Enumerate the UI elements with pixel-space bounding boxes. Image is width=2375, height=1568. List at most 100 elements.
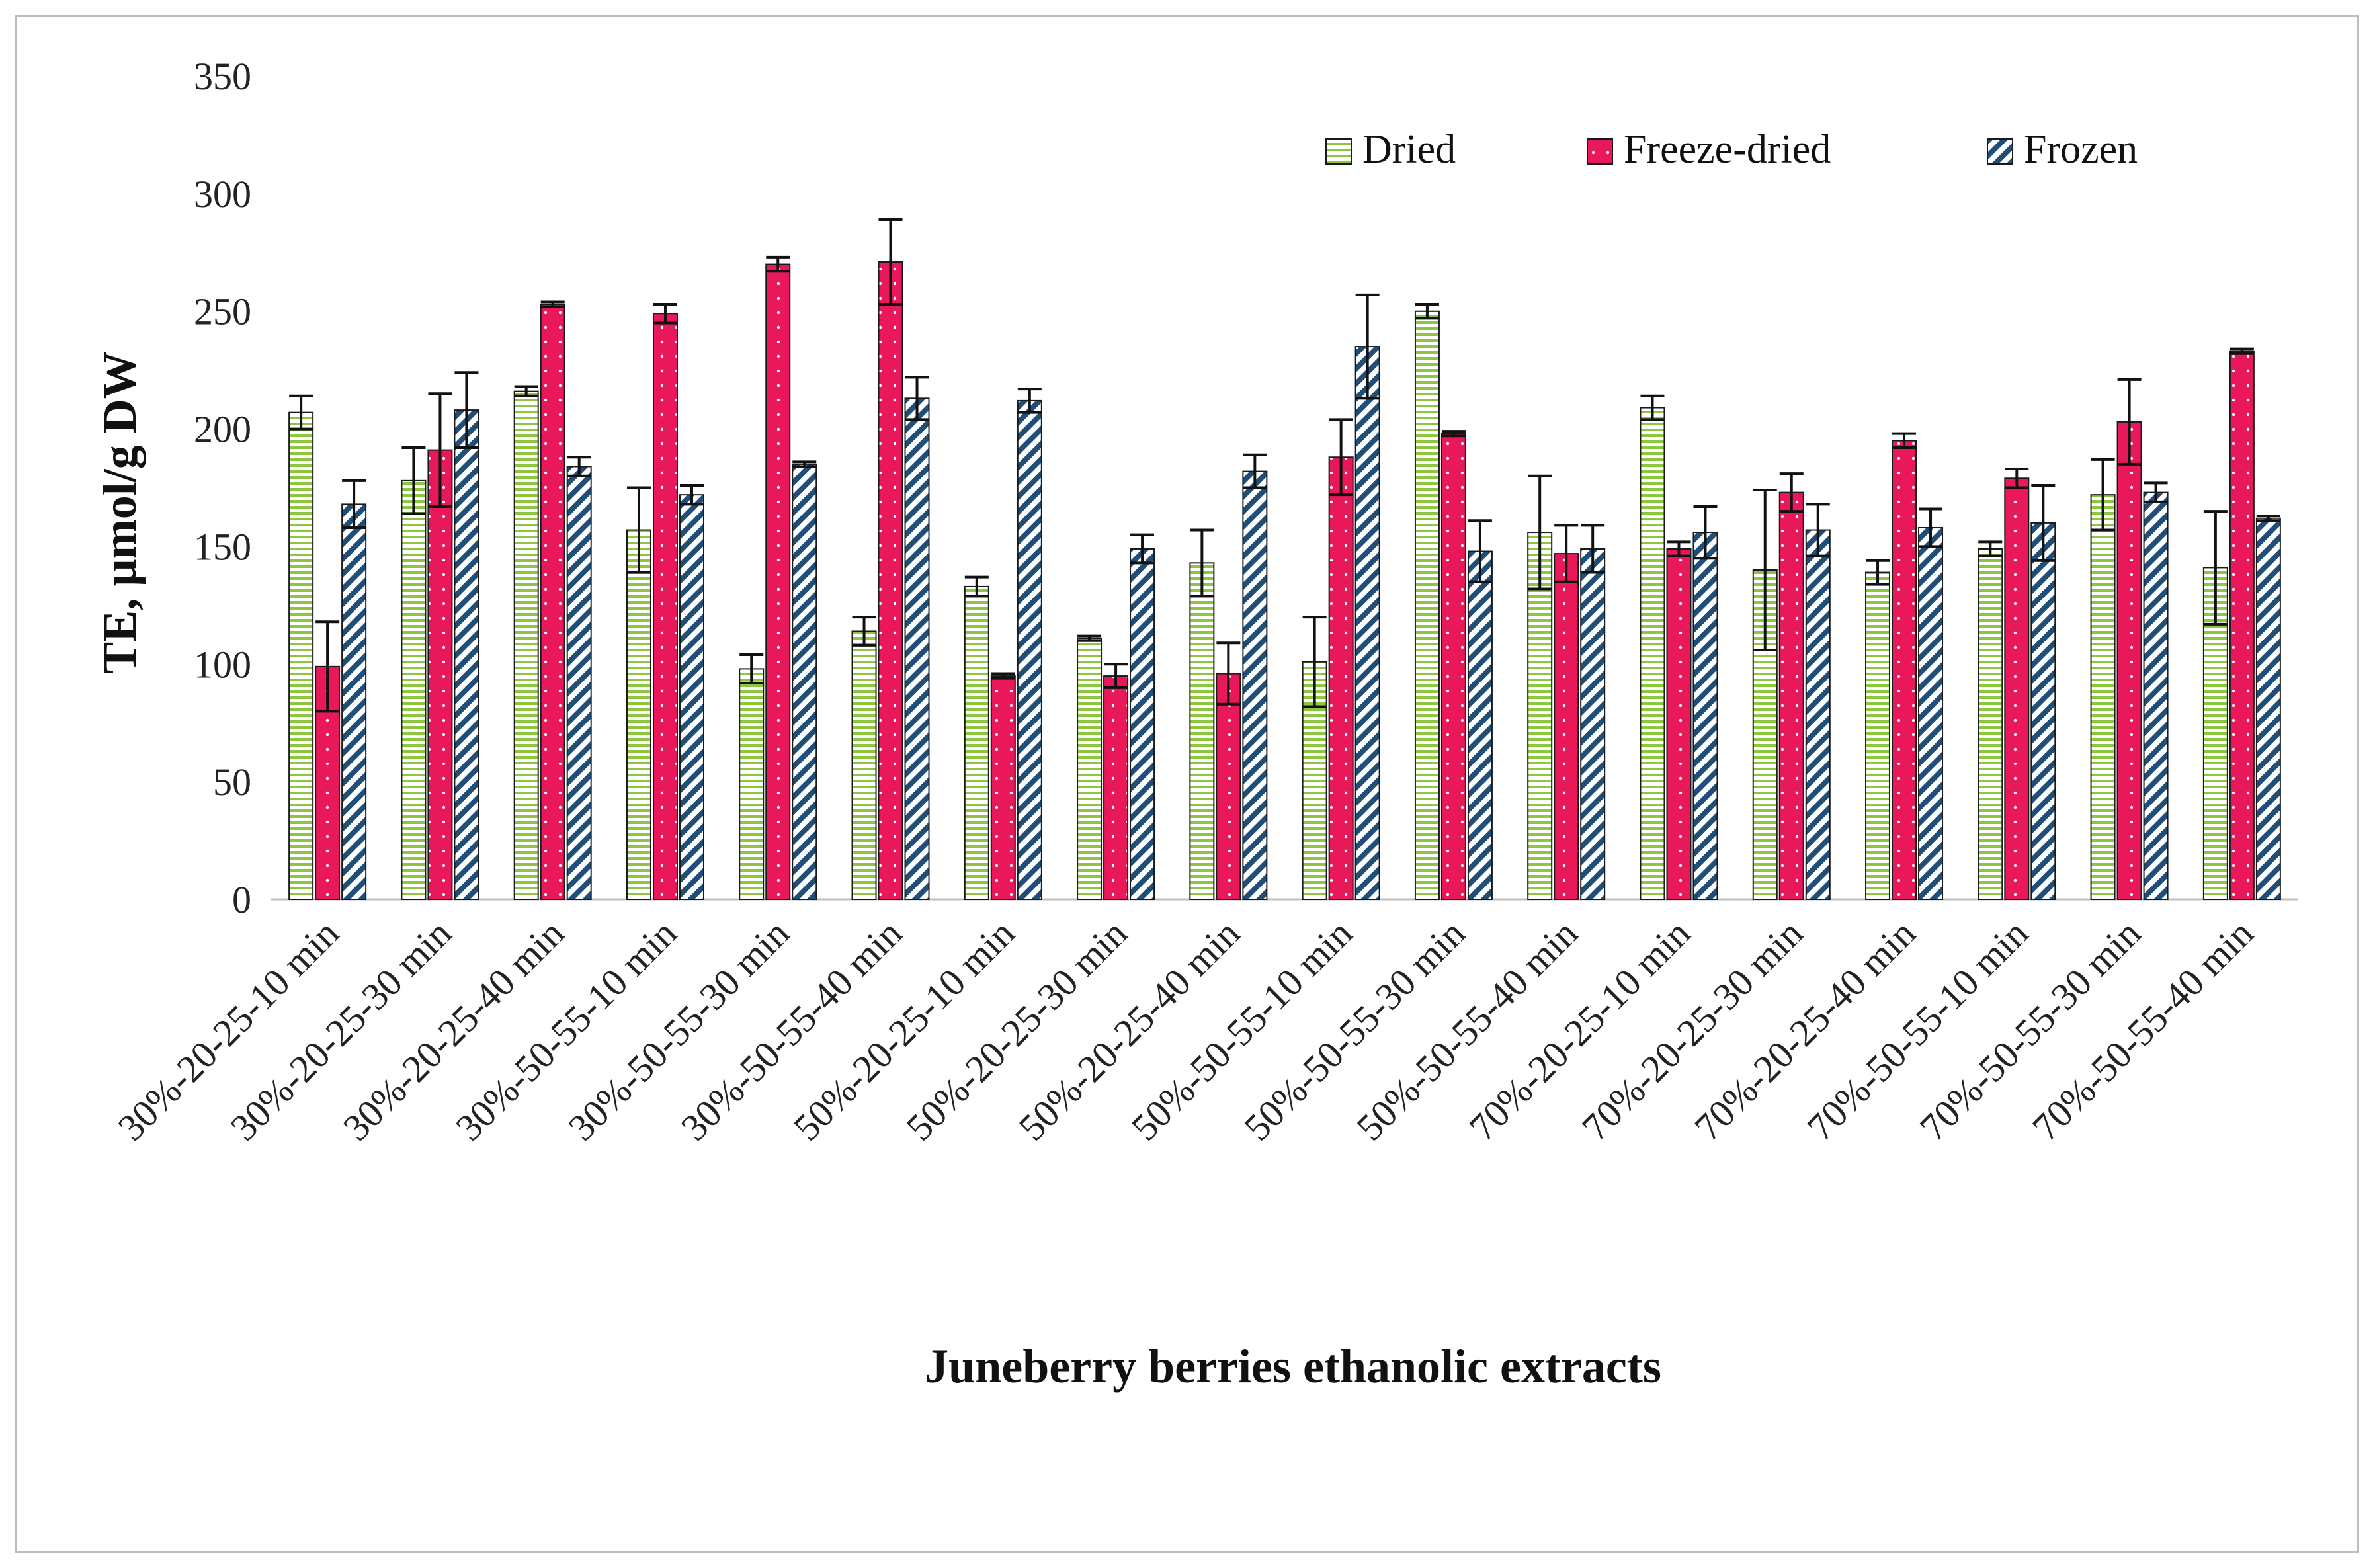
- error-bar: [1866, 559, 1890, 586]
- bar-freeze-dried: [2116, 421, 2142, 900]
- error-bar: [1753, 489, 1777, 651]
- bar-frozen: [2143, 491, 2169, 900]
- error-bar: [739, 653, 764, 684]
- error-bar: [1329, 418, 1353, 497]
- bar-frozen: [1467, 550, 1493, 900]
- figure-frame: [15, 15, 2359, 1553]
- bar-frozen: [566, 466, 592, 900]
- y-tick-label: 50: [213, 761, 251, 804]
- error-bar: [1302, 616, 1327, 708]
- bar-frozen: [1918, 526, 1944, 900]
- bar-freeze-dried: [878, 261, 903, 900]
- error-bar: [964, 575, 989, 598]
- error-bar: [878, 218, 903, 306]
- error-bar: [766, 255, 790, 273]
- error-bar: [2091, 458, 2115, 532]
- error-bar: [1243, 453, 1267, 489]
- legend-item-freeze-dried: Freeze-dried: [1587, 127, 1831, 172]
- bar-dried: [1865, 571, 1891, 900]
- error-bar: [1441, 430, 1466, 438]
- error-bar: [1892, 432, 1917, 450]
- error-bar: [401, 446, 426, 515]
- error-bar: [991, 672, 1015, 680]
- error-bar: [315, 620, 340, 713]
- error-bar: [1216, 641, 1241, 706]
- bar-freeze-dried: [1216, 673, 1241, 900]
- error-bar: [1017, 388, 1042, 414]
- y-tick-label: 250: [194, 290, 251, 333]
- y-tick-label: 0: [232, 878, 251, 921]
- bar-dried: [2090, 494, 2116, 900]
- error-bar: [1528, 474, 1552, 591]
- error-bar: [540, 300, 565, 308]
- legend-swatch: [1987, 138, 2013, 165]
- error-bar: [1355, 293, 1380, 400]
- error-bar: [567, 456, 591, 477]
- bar-freeze-dried: [1892, 440, 1917, 900]
- error-bar: [1806, 503, 1830, 557]
- error-bar: [1667, 540, 1691, 557]
- bar-freeze-dried: [990, 675, 1016, 900]
- bar-frozen: [454, 409, 479, 900]
- bar-frozen: [2030, 522, 2056, 900]
- bar-freeze-dried: [2004, 477, 2030, 900]
- error-bar: [342, 479, 366, 529]
- bar-freeze-dried: [2229, 351, 2255, 900]
- legend-label: Dried: [1362, 127, 1456, 172]
- error-bar: [1581, 524, 1605, 574]
- error-bar: [2256, 515, 2280, 522]
- y-tick-label: 100: [194, 643, 251, 686]
- bar-frozen: [1242, 470, 1268, 900]
- bar-freeze-dried: [540, 304, 565, 900]
- bar-dried: [739, 668, 765, 901]
- bar-freeze-dried: [765, 263, 791, 901]
- bar-frozen: [341, 503, 367, 900]
- y-tick-label: 350: [194, 55, 251, 98]
- legend-label: Freeze-dried: [1624, 127, 1831, 172]
- bar-freeze-dried: [427, 449, 453, 900]
- error-bars-group: [289, 218, 2280, 713]
- error-bar: [1640, 394, 1665, 421]
- error-bar: [1104, 663, 1128, 689]
- bar-frozen: [1805, 529, 1831, 900]
- error-bar: [679, 483, 704, 506]
- error-bar: [1077, 634, 1102, 642]
- bar-freeze-dried: [1778, 491, 1804, 900]
- y-axis-title: TE, µmol/g DW: [93, 351, 146, 674]
- y-tick-label: 300: [194, 173, 251, 216]
- bar-dried: [1640, 407, 1665, 900]
- bar-dried: [1752, 569, 1778, 900]
- error-bar: [1693, 505, 1718, 560]
- error-bar: [905, 376, 929, 421]
- bar-frozen: [1692, 532, 1718, 900]
- legend-swatch: [1587, 138, 1613, 165]
- bar-dried: [626, 529, 651, 900]
- bar-series-group: [288, 261, 2281, 901]
- error-bar: [1919, 507, 1943, 548]
- error-bar: [1468, 519, 1492, 583]
- error-bar: [2005, 468, 2029, 489]
- bar-dried: [1978, 548, 2003, 900]
- error-bar: [428, 392, 452, 508]
- error-bar: [2144, 481, 2168, 503]
- bar-freeze-dried: [1666, 548, 1692, 900]
- error-bar: [2203, 510, 2228, 626]
- bar-frozen: [1130, 548, 1155, 900]
- legend-item-frozen: Frozen: [1987, 127, 2138, 172]
- error-bar: [653, 303, 677, 325]
- bar-freeze-dried: [1103, 675, 1129, 900]
- error-bar: [514, 385, 538, 397]
- bar-frozen: [904, 397, 930, 900]
- error-bar: [1190, 528, 1214, 598]
- legend-item-dried: Dried: [1325, 127, 1456, 172]
- error-bar: [2117, 378, 2142, 466]
- y-tick-label: 150: [194, 525, 251, 568]
- bar-frozen: [1017, 399, 1042, 900]
- bar-dried: [288, 411, 314, 900]
- bar-frozen: [1354, 346, 1380, 900]
- error-bar: [792, 460, 817, 468]
- y-tick-label: 200: [194, 408, 251, 451]
- x-axis-title: Juneberry berries ethanolic extracts: [925, 1340, 1661, 1393]
- legend-swatch: [1325, 138, 1352, 165]
- error-bar: [626, 486, 651, 574]
